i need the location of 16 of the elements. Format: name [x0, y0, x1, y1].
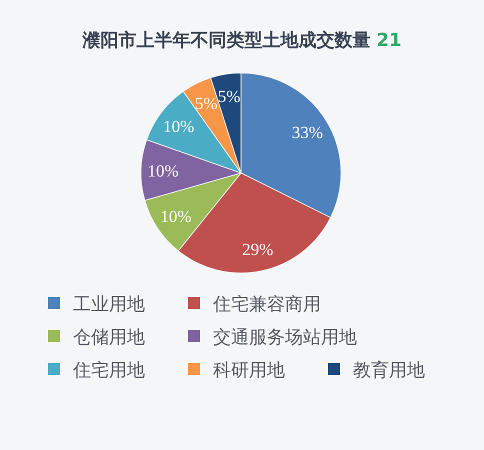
- data-label: 10%: [163, 116, 194, 136]
- legend-label: 教育用地: [353, 360, 425, 381]
- legend-label: 住宅兼容商用: [212, 294, 321, 315]
- chart-title: 濮阳市上半年不同类型土地成交数量: [81, 30, 370, 51]
- legend-label: 交通服务场站用地: [213, 327, 357, 348]
- data-label: 10%: [160, 207, 192, 226]
- legend-label: 科研用地: [213, 360, 285, 381]
- data-label: 5%: [218, 86, 240, 106]
- data-label: 10%: [147, 162, 179, 181]
- data-label: 33%: [292, 122, 323, 142]
- legend-label: 住宅用地: [72, 360, 145, 381]
- data-label: 5%: [194, 94, 218, 114]
- chart-subtitle: 21: [376, 30, 402, 51]
- legend-label: 工业用地: [73, 294, 145, 315]
- legend-label: 仓储用地: [73, 327, 145, 348]
- data-label: 29%: [242, 240, 274, 260]
